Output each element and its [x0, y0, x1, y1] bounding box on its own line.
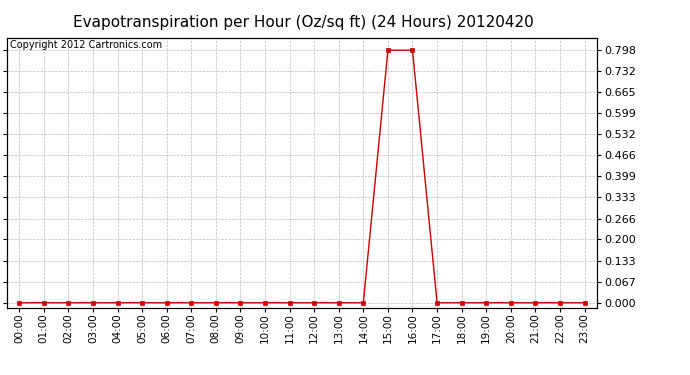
Text: Evapotranspiration per Hour (Oz/sq ft) (24 Hours) 20120420: Evapotranspiration per Hour (Oz/sq ft) (… [73, 15, 534, 30]
Text: Copyright 2012 Cartronics.com: Copyright 2012 Cartronics.com [10, 40, 162, 50]
